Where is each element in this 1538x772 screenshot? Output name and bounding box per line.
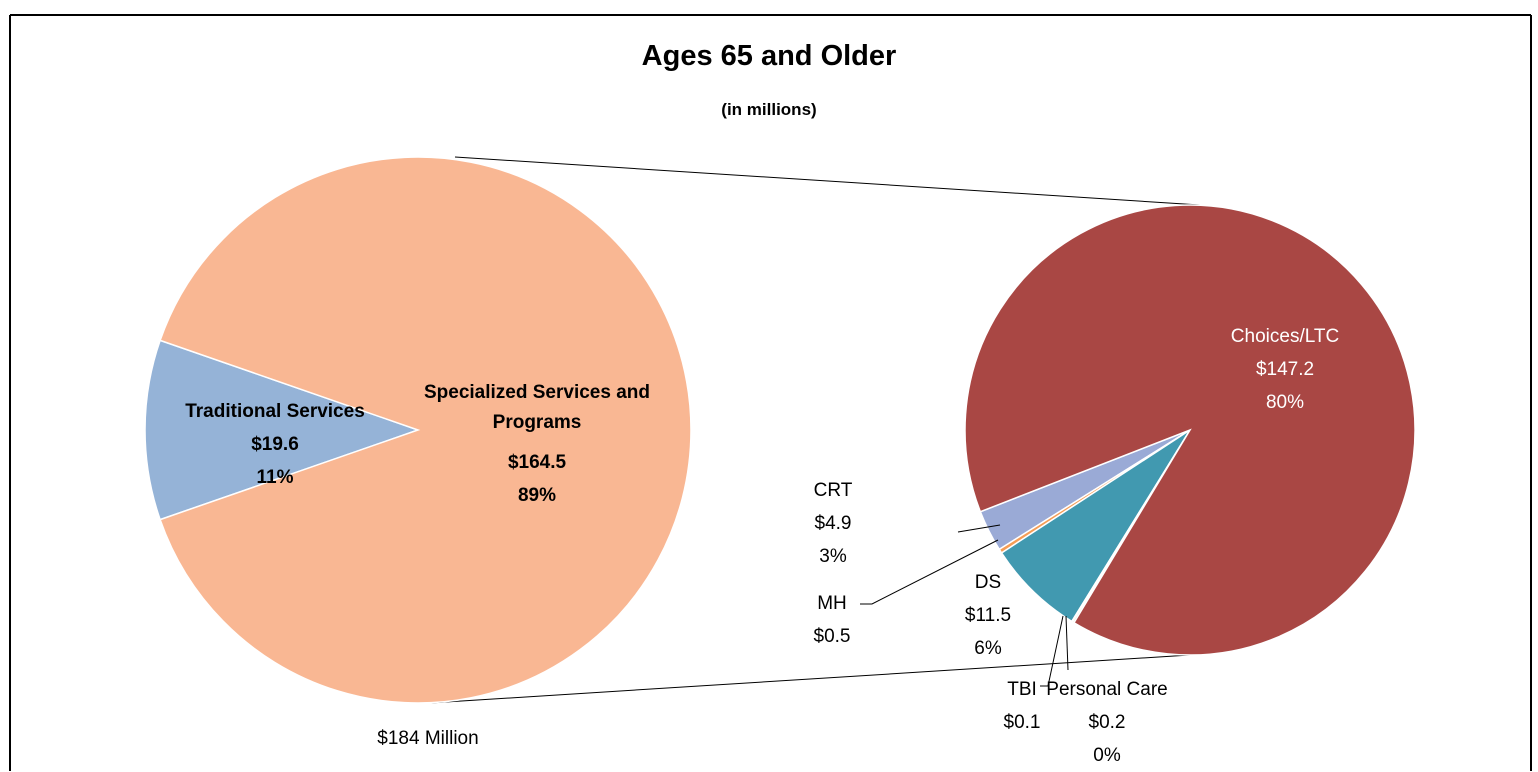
- data-label: TBI $0.1: [1004, 673, 1041, 739]
- category-label: DS: [974, 572, 1002, 593]
- data-label: Specialized Services and Programs $164.5 8…: [420, 378, 655, 512]
- value-label: $0.5: [813, 626, 851, 647]
- data-label: CRT $4.9 3%: [814, 474, 853, 573]
- leader-line: [1065, 615, 1069, 671]
- connector: [429, 654, 1191, 704]
- category-label: MH: [817, 593, 847, 614]
- value-label: $164.5: [507, 452, 567, 473]
- category-label: Specialized Services and Programs: [423, 382, 650, 433]
- value-label: $11.5: [964, 605, 1012, 626]
- slices: [144, 156, 1416, 704]
- chart-title: Ages 65 and Older: [641, 40, 897, 72]
- value-label: $4.9: [814, 513, 852, 534]
- category-label: Choices/LTC: [1230, 326, 1340, 347]
- value-label: $147.2: [1255, 359, 1315, 380]
- category-label: TBI: [1007, 679, 1037, 700]
- chart-subtitle: (in millions): [721, 100, 817, 119]
- percent-label: 11%: [256, 467, 294, 488]
- value-label: $0.2: [1088, 712, 1126, 733]
- data-label: Choices/LTC $147.2 80%: [1231, 320, 1339, 419]
- leader-line: [1040, 615, 1064, 687]
- percent-label: 80%: [1265, 392, 1305, 413]
- data-label: MH $0.5: [814, 587, 851, 653]
- percent-label: 6%: [974, 638, 1002, 659]
- category-label: Traditional Services: [185, 401, 365, 422]
- percent-label: 3%: [819, 546, 847, 567]
- value-label: $19.6: [251, 434, 299, 455]
- percent-label: 89%: [517, 485, 557, 506]
- pie-slice: [159, 156, 692, 704]
- data-label: Personal Care $0.2 0%: [1046, 673, 1167, 772]
- percent-label: 0%: [1093, 745, 1121, 766]
- category-label: Personal Care: [1046, 679, 1168, 700]
- leader-line: [957, 524, 1001, 533]
- total-label: $184 Million: [377, 728, 479, 749]
- leader-line: [860, 539, 999, 605]
- category-label: CRT: [813, 480, 853, 501]
- pie-slice: [964, 204, 1416, 656]
- data-label: Traditional Services $19.6 11%: [185, 395, 365, 494]
- data-label: DS $11.5 6%: [965, 566, 1011, 665]
- pie-slice: [144, 339, 421, 521]
- value-label: $0.1: [1003, 712, 1041, 733]
- connector: [454, 156, 1201, 206]
